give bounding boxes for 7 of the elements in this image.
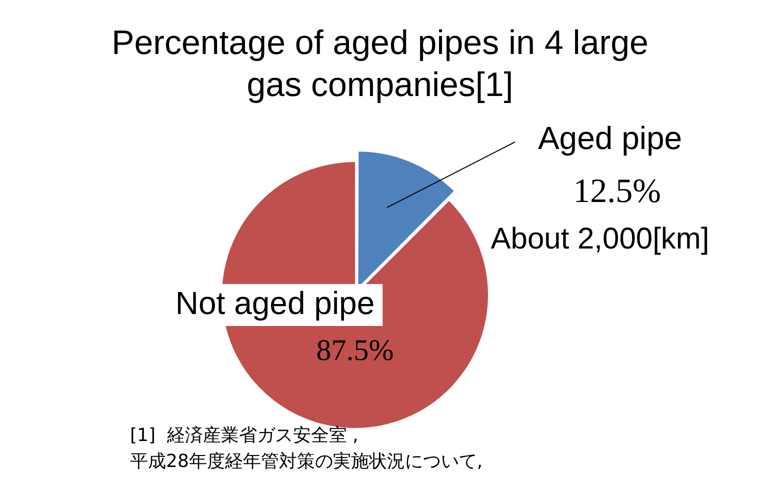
data-label: 12.5% [573, 172, 661, 210]
chart-title: Percentage of aged pipes in 4 large gas companies[1] [110, 23, 650, 106]
slice-label: Aged pipe [538, 120, 682, 156]
slice-label: Not aged pipe [175, 284, 375, 321]
text: About 2,000[km] [490, 222, 710, 256]
data-label: 87.5% [316, 334, 394, 367]
text: [1] 経済産業省ガス安全室 , 平成28年度経年管対策の実施状況について, [130, 424, 483, 474]
